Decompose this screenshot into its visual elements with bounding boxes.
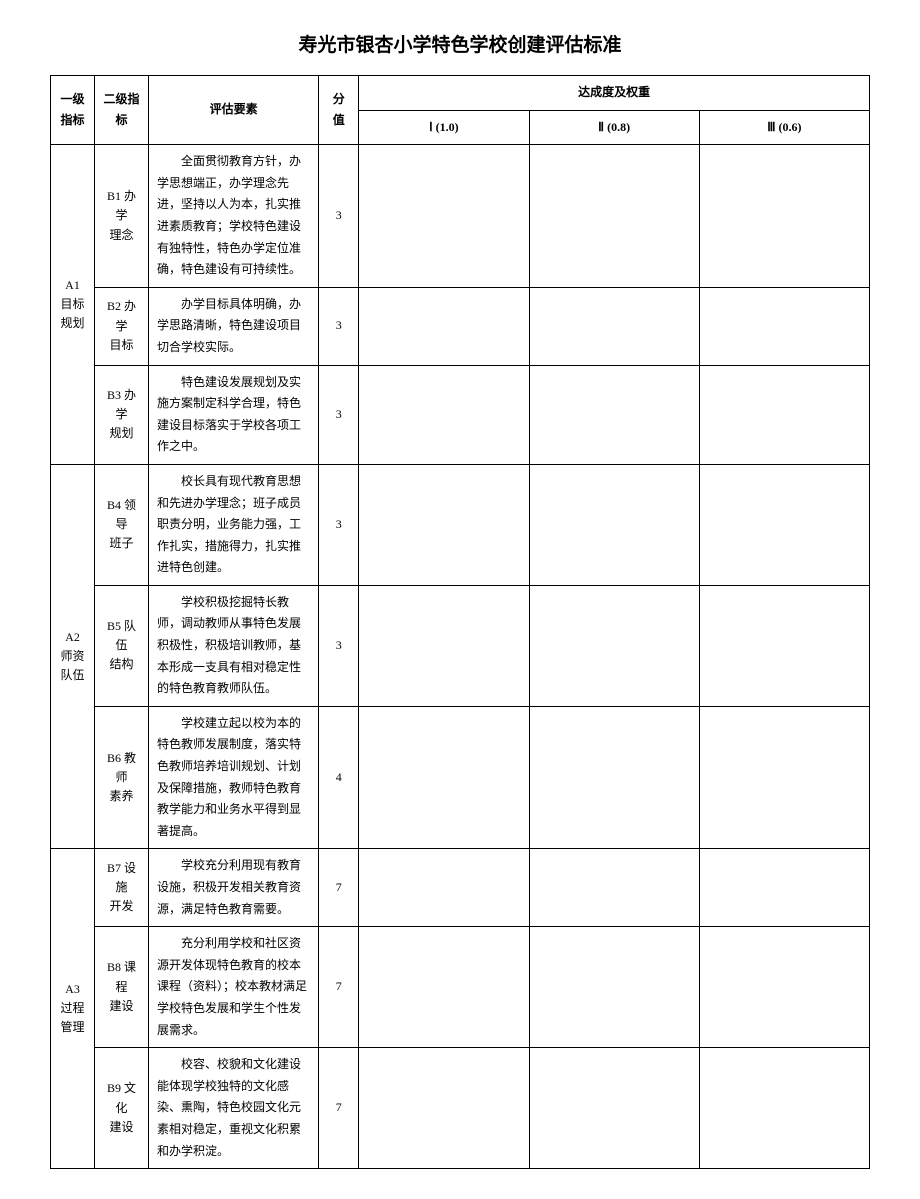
- score-cell: 3: [319, 365, 359, 464]
- table-header-row-1: 一级指标 二级指标 评估要素 分值 达成度及权重: [51, 76, 870, 111]
- weight-cell: [529, 145, 699, 288]
- weight-cell: [529, 287, 699, 365]
- level1-cell: A3过程管理: [51, 849, 95, 1169]
- weight-cell: [699, 464, 869, 585]
- level2-cell: B6 教师素养: [95, 706, 149, 849]
- evaluation-table: 一级指标 二级指标 评估要素 分值 达成度及权重 Ⅰ (1.0) Ⅱ (0.8)…: [50, 75, 870, 1169]
- level2-cell: B9 文化建设: [95, 1048, 149, 1169]
- weight-cell: [359, 287, 529, 365]
- weight-cell: [359, 1048, 529, 1169]
- weight-cell: [359, 585, 529, 706]
- header-weight2: Ⅱ (0.8): [529, 110, 699, 145]
- score-cell: 3: [319, 145, 359, 288]
- weight-cell: [529, 849, 699, 927]
- weight-cell: [699, 927, 869, 1048]
- score-cell: 3: [319, 287, 359, 365]
- table-row: A3过程管理B7 设施开发学校充分利用现有教育设施，积极开发相关教育资源，满足特…: [51, 849, 870, 927]
- score-cell: 3: [319, 585, 359, 706]
- table-row: B3 办学规划特色建设发展规划及实施方案制定科学合理，特色建设目标落实于学校各项…: [51, 365, 870, 464]
- table-body: A1目标规划B1 办学理念全面贯彻教育方针，办学思想端正，办学理念先进，坚持以人…: [51, 145, 870, 1169]
- criteria-cell: 校长具有现代教育思想和先进办学理念；班子成员职责分明，业务能力强，工作扎实，措施…: [149, 464, 319, 585]
- header-level2: 二级指标: [95, 76, 149, 145]
- weight-cell: [529, 706, 699, 849]
- criteria-cell: 校容、校貌和文化建设能体现学校独特的文化感染、熏陶，特色校园文化元素相对稳定，重…: [149, 1048, 319, 1169]
- weight-cell: [699, 706, 869, 849]
- criteria-cell: 学校充分利用现有教育设施，积极开发相关教育资源，满足特色教育需要。: [149, 849, 319, 927]
- header-score: 分值: [319, 76, 359, 145]
- level2-cell: B8 课程建设: [95, 927, 149, 1048]
- table-row: B9 文化建设校容、校貌和文化建设能体现学校独特的文化感染、熏陶，特色校园文化元…: [51, 1048, 870, 1169]
- level2-cell: B5 队伍结构: [95, 585, 149, 706]
- weight-cell: [529, 365, 699, 464]
- weight-cell: [359, 706, 529, 849]
- table-row: A2师资队伍B4 领导班子校长具有现代教育思想和先进办学理念；班子成员职责分明，…: [51, 464, 870, 585]
- level2-cell: B4 领导班子: [95, 464, 149, 585]
- score-cell: 7: [319, 1048, 359, 1169]
- header-weight3: Ⅲ (0.6): [699, 110, 869, 145]
- weight-cell: [529, 1048, 699, 1169]
- page-title: 寿光市银杏小学特色学校创建评估标准: [50, 30, 870, 57]
- weight-cell: [699, 145, 869, 288]
- criteria-cell: 办学目标具体明确，办学思路清晰，特色建设项目切合学校实际。: [149, 287, 319, 365]
- level1-cell: A1目标规划: [51, 145, 95, 465]
- criteria-cell: 学校积极挖掘特长教师，调动教师从事特色发展积极性，积极培训教师，基本形成一支具有…: [149, 585, 319, 706]
- criteria-cell: 充分利用学校和社区资源开发体现特色教育的校本课程（资料）；校本教材满足学校特色发…: [149, 927, 319, 1048]
- table-row: B5 队伍结构学校积极挖掘特长教师，调动教师从事特色发展积极性，积极培训教师，基…: [51, 585, 870, 706]
- weight-cell: [699, 585, 869, 706]
- weight-cell: [359, 145, 529, 288]
- header-criteria: 评估要素: [149, 76, 319, 145]
- weight-cell: [359, 849, 529, 927]
- level2-cell: B2 办学目标: [95, 287, 149, 365]
- score-cell: 3: [319, 464, 359, 585]
- table-row: A1目标规划B1 办学理念全面贯彻教育方针，办学思想端正，办学理念先进，坚持以人…: [51, 145, 870, 288]
- header-weight1: Ⅰ (1.0): [359, 110, 529, 145]
- weight-cell: [699, 287, 869, 365]
- weight-cell: [699, 849, 869, 927]
- weight-cell: [699, 365, 869, 464]
- weight-cell: [529, 464, 699, 585]
- level2-cell: B3 办学规划: [95, 365, 149, 464]
- header-weight-group: 达成度及权重: [359, 76, 870, 111]
- level2-cell: B1 办学理念: [95, 145, 149, 288]
- header-level1: 一级指标: [51, 76, 95, 145]
- weight-cell: [359, 365, 529, 464]
- weight-cell: [529, 927, 699, 1048]
- score-cell: 7: [319, 927, 359, 1048]
- weight-cell: [359, 464, 529, 585]
- weight-cell: [699, 1048, 869, 1169]
- table-row: B8 课程建设充分利用学校和社区资源开发体现特色教育的校本课程（资料）；校本教材…: [51, 927, 870, 1048]
- score-cell: 4: [319, 706, 359, 849]
- table-row: B2 办学目标办学目标具体明确，办学思路清晰，特色建设项目切合学校实际。3: [51, 287, 870, 365]
- criteria-cell: 全面贯彻教育方针，办学思想端正，办学理念先进，坚持以人为本，扎实推进素质教育；学…: [149, 145, 319, 288]
- criteria-cell: 学校建立起以校为本的特色教师发展制度，落实特色教师培养培训规划、计划及保障措施，…: [149, 706, 319, 849]
- table-row: B6 教师素养学校建立起以校为本的特色教师发展制度，落实特色教师培养培训规划、计…: [51, 706, 870, 849]
- level1-cell: A2师资队伍: [51, 464, 95, 849]
- criteria-cell: 特色建设发展规划及实施方案制定科学合理，特色建设目标落实于学校各项工作之中。: [149, 365, 319, 464]
- score-cell: 7: [319, 849, 359, 927]
- weight-cell: [359, 927, 529, 1048]
- level2-cell: B7 设施开发: [95, 849, 149, 927]
- weight-cell: [529, 585, 699, 706]
